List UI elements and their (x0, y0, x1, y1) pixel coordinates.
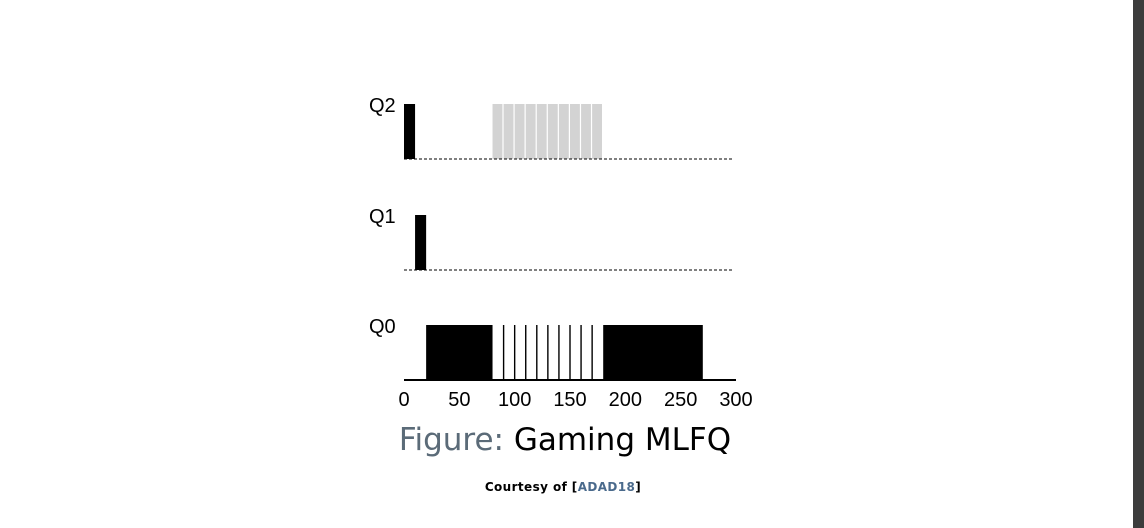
waiting-slice-q2-0-1 (503, 104, 514, 159)
job-segment-q0-0 (426, 325, 493, 380)
caption-label: Figure: (398, 422, 504, 458)
queue-label-q1: Q1 (369, 206, 396, 228)
courtesy-note: Courtesy of [ADAD18] (0, 480, 1126, 494)
x-tick-label-50: 50 (448, 389, 470, 411)
queue-label-q0: Q0 (369, 316, 396, 338)
x-tick-label-250: 250 (664, 389, 697, 411)
job-segment-q1-0 (415, 215, 427, 270)
waiting-slice-q2-0-5 (547, 104, 558, 159)
waiting-slice-q2-0-2 (514, 104, 525, 159)
x-tick-label-0: 0 (398, 389, 409, 411)
waiting-slice-q2-0-7 (570, 104, 580, 159)
waiting-slice-q2-0-6 (558, 104, 569, 159)
waiting-slice-q2-0-3 (525, 104, 536, 159)
waiting-slice-q2-0-4 (536, 104, 547, 159)
waiting-slice-q2-0-9 (592, 104, 602, 159)
courtesy-close-bracket: ] (635, 480, 642, 494)
x-tick-label-300: 300 (719, 389, 752, 411)
figure-caption: Figure: Gaming MLFQ (0, 422, 1130, 458)
citation-link[interactable]: ADAD18 (577, 480, 636, 494)
waiting-slice-q2-0-0 (492, 104, 503, 159)
x-tick-label-150: 150 (553, 389, 586, 411)
caption-title: Gaming MLFQ (513, 422, 732, 458)
courtesy-open-bracket: [ (571, 480, 578, 494)
x-tick-label-200: 200 (609, 389, 642, 411)
job-segment-q2-0 (404, 104, 416, 159)
queue-label-q2: Q2 (369, 95, 396, 117)
waiting-slice-q2-0-8 (581, 104, 591, 159)
courtesy-prefix: Courtesy of (484, 480, 568, 494)
window-edge-bar (1133, 0, 1144, 528)
x-tick-label-100: 100 (498, 389, 531, 411)
job-segment-q0-1 (603, 325, 703, 380)
